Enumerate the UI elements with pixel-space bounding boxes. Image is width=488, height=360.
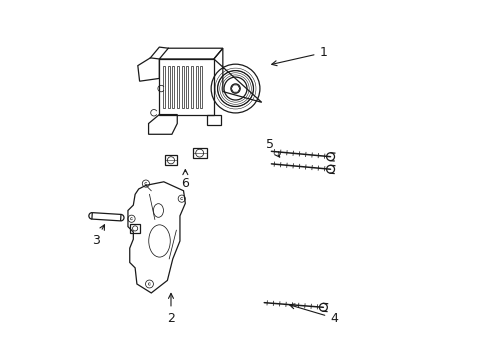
Text: 3: 3 (92, 225, 104, 247)
Text: 6: 6 (181, 170, 189, 190)
Text: 4: 4 (289, 304, 337, 325)
Text: 5: 5 (265, 138, 279, 157)
Text: 2: 2 (167, 293, 175, 325)
Text: 1: 1 (271, 46, 326, 66)
